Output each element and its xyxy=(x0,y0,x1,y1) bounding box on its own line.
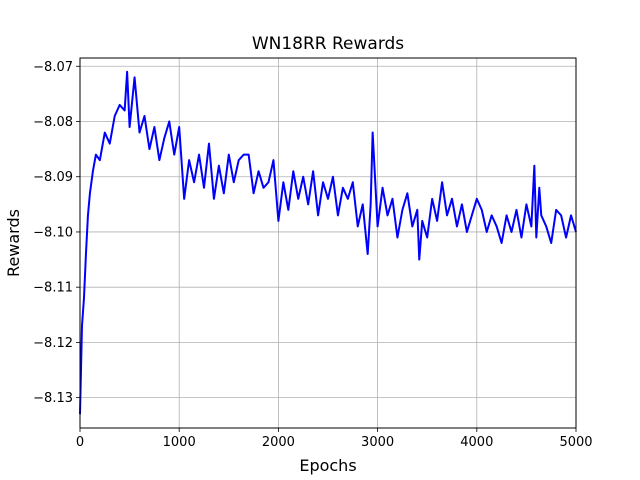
y-tick-label: −8.12 xyxy=(33,336,73,351)
x-tick-label: 5000 xyxy=(559,435,592,450)
y-tick-label: −8.13 xyxy=(33,391,73,406)
y-tick-label: −8.08 xyxy=(33,115,73,130)
y-axis-ticks: −8.13 −8.12 −8.11 −8.10 −8.09 −8.08 −8.07 xyxy=(33,60,80,406)
y-tick-label: −8.10 xyxy=(33,225,73,240)
series-line xyxy=(79,70,577,415)
x-axis-title: Epochs xyxy=(299,456,356,475)
chart-title: WN18RR Rewards xyxy=(252,34,404,54)
y-axis-title: Rewards xyxy=(4,209,23,277)
x-axis-ticks: 0 1000 2000 3000 4000 5000 xyxy=(76,428,593,450)
x-tick-label: 3000 xyxy=(361,435,394,450)
x-tick-label: 0 xyxy=(76,435,84,450)
x-tick-label: 2000 xyxy=(262,435,295,450)
x-tick-label: 1000 xyxy=(163,435,196,450)
x-tick-label: 4000 xyxy=(460,435,493,450)
plot-frame xyxy=(79,57,577,429)
y-tick-label: −8.09 xyxy=(33,170,73,185)
y-tick-label: −8.07 xyxy=(33,60,73,75)
y-tick-label: −8.11 xyxy=(33,281,73,296)
